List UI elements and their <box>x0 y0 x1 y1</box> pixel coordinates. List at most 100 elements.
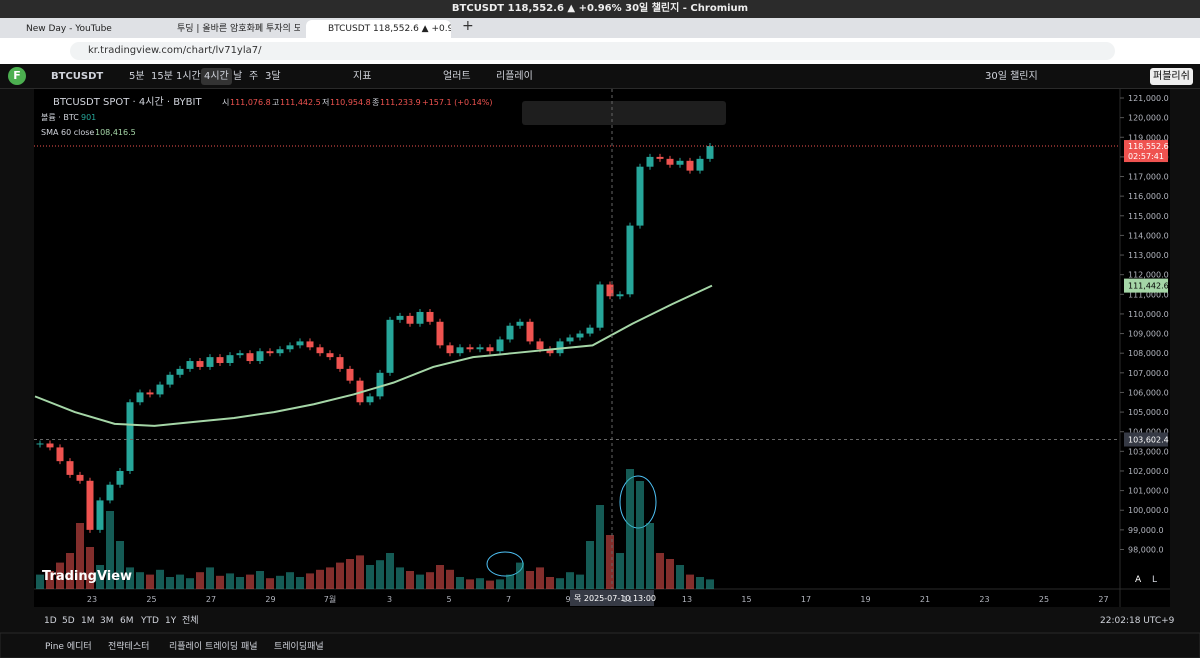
ohlc-value: 111,442.5 <box>280 98 321 107</box>
volume-bar <box>576 574 584 589</box>
interval[interactable]: 15분 <box>151 71 173 82</box>
panel-tab[interactable]: 트레이딩패널 <box>274 641 324 652</box>
y-tick-label: 116,000.0 <box>1128 192 1169 201</box>
x-tick-label: 29 <box>265 595 275 604</box>
panel-tabs <box>0 632 1200 658</box>
volume-bar <box>186 578 194 589</box>
volume-bar <box>406 571 414 589</box>
candle <box>666 158 674 165</box>
volume-bar <box>236 577 244 589</box>
volume-bar <box>456 577 464 589</box>
crosshair-label-bg <box>1124 432 1168 447</box>
indicators[interactable]: 지표 <box>353 71 372 82</box>
volume-bar <box>36 574 44 589</box>
y-tick-label: 113,000.0 <box>1128 251 1169 260</box>
chart-area: 121,000.0120,000.0119,000.0118,000.0117,… <box>0 89 1200 658</box>
panel-tab[interactable]: 리플레이 트레이딩 패널 <box>169 641 258 652</box>
last-price-bg <box>1124 140 1168 163</box>
y-tick-label: 114,000.0 <box>1128 231 1169 240</box>
volume-bar <box>416 574 424 589</box>
candle <box>286 345 294 350</box>
candle <box>636 166 644 226</box>
interval[interactable]: 1시간 <box>176 71 201 82</box>
ohlc-value: 110,954.8 <box>330 98 371 107</box>
tab[interactable]: BTCUSDT 118,552.6 ▲ +0.96% <box>306 20 451 38</box>
candle <box>496 339 504 352</box>
url[interactable]: kr.tradingview.com/chart/lv71yla7/ <box>70 42 1115 60</box>
volume-bar <box>116 541 124 589</box>
volume-bar <box>216 575 224 589</box>
candle <box>376 372 384 397</box>
candle <box>266 351 274 354</box>
interval[interactable]: 4시간 <box>201 68 232 85</box>
window-title: BTCUSDT 118,552.6 ▲ +0.96% 30일 챌린지 - Chr… <box>0 0 1200 18</box>
panel-tab[interactable]: 전략테스터 <box>108 640 149 652</box>
candle <box>706 146 714 159</box>
sma-label: SMA 60 close <box>41 128 94 137</box>
volume-bar <box>326 567 334 589</box>
x-tick-label: 23 <box>87 595 97 604</box>
candle <box>416 311 424 324</box>
volume-bar <box>376 560 384 589</box>
crosshair-label: 103,602.4 <box>1128 436 1169 445</box>
volume-label: 볼륨 · BTC <box>41 112 79 122</box>
candle <box>446 345 454 354</box>
sma-marker-bg <box>1124 278 1168 293</box>
volume-bar <box>526 571 534 589</box>
volume-bar <box>616 553 624 589</box>
ohlc-value: 111,233.9 <box>380 98 421 107</box>
y-tick-label: 104,000.0 <box>1128 428 1169 437</box>
candle <box>76 474 84 481</box>
y-tick-label: 117,000.0 <box>1128 173 1169 182</box>
x-tick-label: 11 <box>622 595 632 604</box>
interval[interactable]: 3달 <box>265 71 281 82</box>
y-tick-label: 121,000.0 <box>1128 94 1169 103</box>
interval[interactable]: 주 <box>249 71 259 82</box>
volume-bar <box>296 577 304 589</box>
sma-line <box>34 284 713 427</box>
x-tick-label: 27 <box>206 595 216 604</box>
candle <box>486 347 494 352</box>
legend-title: BTCUSDT SPOT · 4시간 · BYBIT <box>53 96 202 108</box>
interval[interactable]: 날 <box>233 71 243 82</box>
symbol[interactable]: BTCUSDT <box>51 71 104 82</box>
range-button: 1M <box>81 616 95 626</box>
ohlc-label: 종 <box>372 98 379 107</box>
interval[interactable]: 5분 <box>129 71 145 82</box>
volume-bar <box>366 565 374 589</box>
panel-tab[interactable]: Pine 에디터 <box>45 641 92 652</box>
volume-bar <box>96 565 104 589</box>
tab[interactable]: New Day - YouTube <box>4 20 149 38</box>
candle <box>246 353 254 362</box>
new-tab[interactable]: + <box>462 18 474 34</box>
tab[interactable]: 투딩 | 올바른 암호화폐 투자의 모든 <box>155 20 300 38</box>
x-tick-label: 5 <box>446 595 451 604</box>
volume-bar <box>276 575 284 589</box>
candle <box>596 284 604 328</box>
crosshair-time: 목 2025-07-10 13:00 <box>574 594 656 603</box>
y-tick-label: 105,000.0 <box>1128 408 1169 417</box>
volume-bar <box>256 571 264 589</box>
candle <box>536 341 544 350</box>
replay[interactable]: 리플레이 <box>496 71 533 82</box>
volume-bar <box>606 535 614 589</box>
candle <box>586 327 594 334</box>
candle <box>626 225 634 295</box>
candle <box>126 402 134 471</box>
range-button: 3M <box>100 616 114 626</box>
alert[interactable]: 얼러트 <box>443 71 471 82</box>
publish[interactable]: 퍼블리쉬 <box>1150 68 1193 85</box>
candle <box>96 500 104 530</box>
left-toolbar <box>0 89 34 633</box>
candle <box>206 357 214 367</box>
candle <box>686 160 694 171</box>
volume-bar <box>56 562 64 589</box>
x-tick-label: 7 <box>506 595 511 604</box>
volume-bar <box>466 579 474 589</box>
x-tick-label: 21 <box>920 595 930 604</box>
x-tick-label: 13 <box>682 595 692 604</box>
challenge[interactable]: 30일 챌린지 <box>985 71 1038 82</box>
avatar[interactable]: F <box>8 67 26 85</box>
draw-toolbar[interactable] <box>522 101 726 125</box>
volume-bar <box>436 565 444 589</box>
